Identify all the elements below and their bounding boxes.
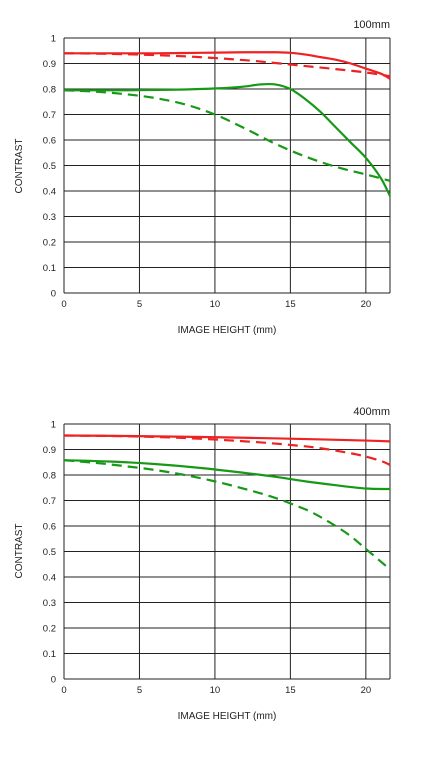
series-line-green-solid [63, 82, 391, 197]
y-tick-label: 0.7 [43, 496, 56, 507]
y-axis-label: CONTRAST [14, 524, 25, 579]
y-tick-label: 0.9 [43, 445, 56, 456]
series-line-red-dashed [63, 52, 391, 78]
y-tick-label: 1 [51, 420, 56, 431]
series-line-green-dashed [63, 459, 391, 571]
y-tick-label: 0.4 [43, 187, 56, 198]
x-tick-label: 10 [210, 685, 221, 696]
y-tick-label: 0 [51, 675, 56, 686]
y-tick-label: 0.5 [43, 547, 56, 558]
mtf-chart-400mm: 400mm CONTRAST IMAGE HEIGHT (mm) 0 0.1 0.2… [14, 406, 391, 722]
y-tick-label: 0.9 [43, 59, 56, 70]
x-axis-label: IMAGE HEIGHT (mm) [178, 711, 277, 722]
y-axis-label: CONTRAST [14, 139, 25, 194]
x-tick-label: 5 [137, 685, 142, 696]
y-tick-label: 0.1 [43, 263, 56, 274]
y-tick-label: 0.2 [43, 624, 56, 635]
y-tick-label: 0.6 [43, 136, 56, 147]
y-tick-label: 1 [51, 34, 56, 45]
y-tick-label: 0.5 [43, 161, 56, 172]
y-tick-label: 0.1 [43, 649, 56, 660]
y-tick-label: 0.3 [43, 212, 56, 223]
grid [63, 37, 391, 294]
series-line-red-solid [63, 434, 391, 443]
x-tick-label: 10 [210, 299, 221, 310]
y-tick-label: 0.3 [43, 598, 56, 609]
chart-title: 100mm [353, 19, 390, 31]
y-tick-label: 0.4 [43, 573, 56, 584]
x-tick-label: 0 [61, 299, 66, 310]
y-tick-label: 0 [51, 289, 56, 300]
x-tick-label: 0 [61, 685, 66, 696]
grid [63, 423, 391, 680]
x-axis-label: IMAGE HEIGHT (mm) [178, 325, 277, 336]
x-tick-label: 5 [137, 299, 142, 310]
x-tick-label: 20 [361, 299, 372, 310]
y-tick-label: 0.7 [43, 110, 56, 121]
series-line-green-solid [63, 459, 391, 491]
x-tick-label: 15 [285, 299, 296, 310]
series-line-green-dashed [63, 89, 391, 182]
chart-title: 400mm [353, 406, 390, 418]
series-line-red-solid [64, 51, 391, 80]
y-tick-label: 0.8 [43, 85, 56, 96]
mtf-chart-100mm: 100mm CONTRAST IMAGE HEIGHT (mm) 0 0.1 0.2… [14, 19, 391, 336]
y-tick-label: 0.2 [43, 238, 56, 249]
x-tick-label: 20 [361, 685, 372, 696]
x-tick-label: 15 [285, 685, 296, 696]
series-line-red-dashed [63, 434, 391, 466]
y-tick-label: 0.6 [43, 522, 56, 533]
y-tick-label: 0.8 [43, 471, 56, 482]
